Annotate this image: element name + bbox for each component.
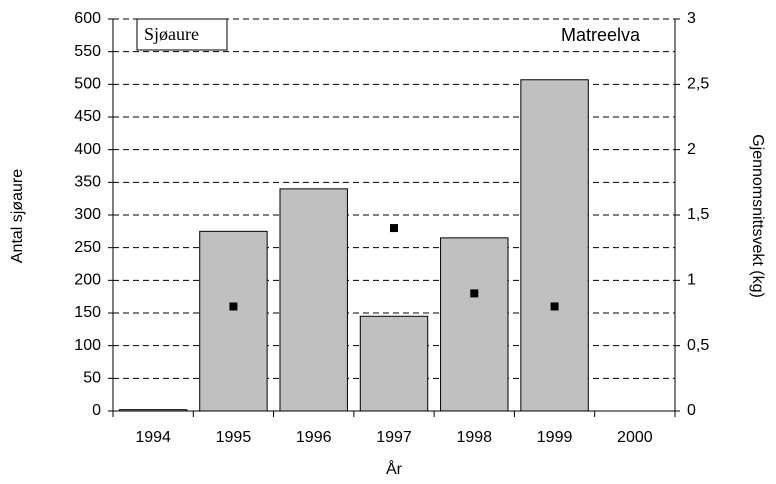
y2-tick-label: 2,5 (687, 76, 709, 93)
y2-tick-label: 1,5 (687, 206, 709, 223)
y-tick-label: 450 (74, 108, 101, 125)
bar (199, 230, 268, 412)
y-tick-label: 50 (83, 370, 101, 387)
y2-axis-label: Gjennomsnittsvekt (kg) (749, 134, 766, 298)
y-tick-label: 200 (74, 272, 101, 289)
y-tick-label: 550 (74, 43, 101, 60)
y2-tick-label: 1 (687, 272, 696, 289)
bar (440, 237, 509, 412)
y-tick-label: 150 (74, 304, 101, 321)
bar (520, 79, 589, 412)
y2-tick-label: 3 (687, 10, 696, 27)
y-tick-label: 250 (74, 239, 101, 256)
marker (229, 302, 238, 311)
y-tick-label: 500 (74, 76, 101, 93)
y-tick-label: 300 (74, 206, 101, 223)
marker (390, 224, 398, 233)
y-tick-label: 0 (92, 402, 101, 419)
annotation-box (136, 18, 228, 51)
y2-tick-label: 0 (687, 402, 696, 419)
y2-tick-label: 2 (687, 141, 696, 158)
annotation: Sjøaure (144, 24, 199, 44)
y-tick-label: 600 (74, 10, 101, 27)
x-tick-label: 1994 (135, 429, 171, 446)
x-tick-label: 1995 (216, 429, 252, 446)
bar (279, 188, 348, 412)
x-axis-label: År (386, 459, 403, 478)
x-tick-label: 1996 (296, 429, 332, 446)
y-axis-label: Antal sjøaure (9, 169, 26, 263)
x-tick-label: 1999 (537, 429, 573, 446)
bar (359, 315, 429, 412)
marker (550, 302, 559, 311)
annotation: Matreelva (561, 25, 641, 45)
x-tick-label: 1997 (376, 429, 412, 446)
y-tick-label: 100 (74, 337, 101, 354)
y-tick-label: 350 (74, 174, 101, 191)
y-tick-label: 400 (74, 141, 101, 158)
x-tick-label: 1998 (456, 429, 492, 446)
y2-tick-label: 0,5 (687, 337, 709, 354)
x-tick-label: 2000 (617, 429, 653, 446)
marker (470, 289, 479, 298)
